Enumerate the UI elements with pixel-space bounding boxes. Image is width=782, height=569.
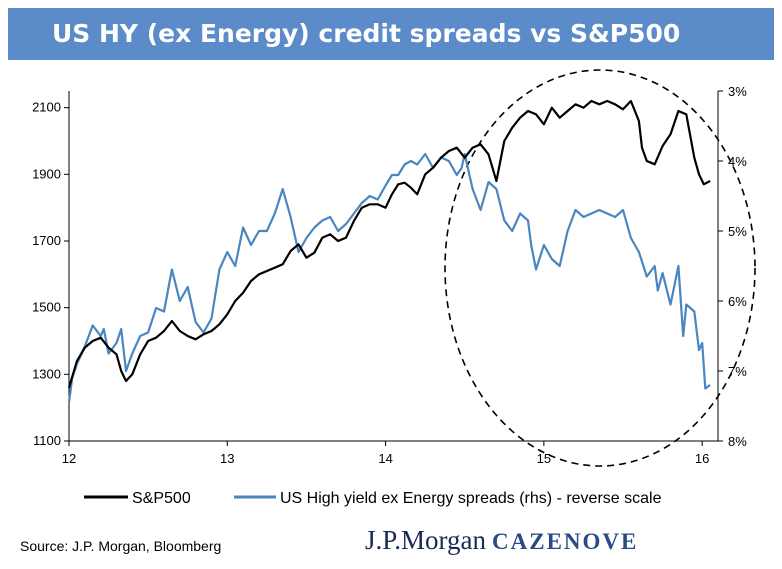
y-right-tick-label: 8% xyxy=(728,434,747,449)
axes-group: 1100 1300 1500 1700 1900 2100 3% 4% 5% 6% 7% 8% 12 13… xyxy=(32,84,747,466)
legend-label: US High yield ex Energy spreads (rhs) - … xyxy=(280,490,662,507)
sp500-line xyxy=(67,99,711,389)
y-right-tick-label: 5% xyxy=(728,224,747,239)
x-tick-label: 16 xyxy=(695,451,709,466)
hy-spread-line xyxy=(67,152,711,403)
y-left-tick-label: 1900 xyxy=(32,166,61,181)
legend: S&P500 US High yield ex Energy spreads (r… xyxy=(84,490,662,507)
y-right-tick-label: 6% xyxy=(728,294,747,309)
y-left-tick-label: 1300 xyxy=(32,366,61,381)
x-tick-label: 15 xyxy=(537,451,551,466)
y-left-tick-label: 1700 xyxy=(32,233,61,248)
y-right-tick-label: 3% xyxy=(728,84,747,99)
series-group xyxy=(67,99,711,403)
y-left-tick-label: 2100 xyxy=(32,100,61,115)
y-left-tick-label: 1100 xyxy=(33,433,61,448)
logo-secondary: CAZENOVE xyxy=(492,529,639,554)
legend-label: S&P500 xyxy=(132,490,191,507)
y-right-tick-label: 4% xyxy=(728,154,747,169)
logo-primary: J.P.Morgan xyxy=(365,525,487,555)
y-right-tick-label: 7% xyxy=(728,364,747,379)
source-note: Source: J.P. Morgan, Bloomberg xyxy=(20,538,222,554)
title-bar: US HY (ex Energy) credit spreads vs S&P5… xyxy=(8,8,774,60)
x-tick-label: 14 xyxy=(378,451,392,466)
y-left-tick-label: 1500 xyxy=(32,300,61,315)
chart-title: US HY (ex Energy) credit spreads vs S&P5… xyxy=(52,19,681,48)
jpmorgan-cazenove-logo: J.P.Morgan CAZENOVE xyxy=(365,525,638,556)
x-tick-label: 12 xyxy=(62,451,76,466)
x-tick-label: 13 xyxy=(220,451,234,466)
highlight-ellipse xyxy=(444,69,756,467)
